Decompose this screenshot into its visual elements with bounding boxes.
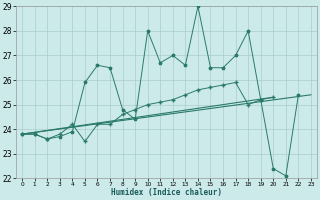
X-axis label: Humidex (Indice chaleur): Humidex (Indice chaleur) (111, 188, 222, 197)
